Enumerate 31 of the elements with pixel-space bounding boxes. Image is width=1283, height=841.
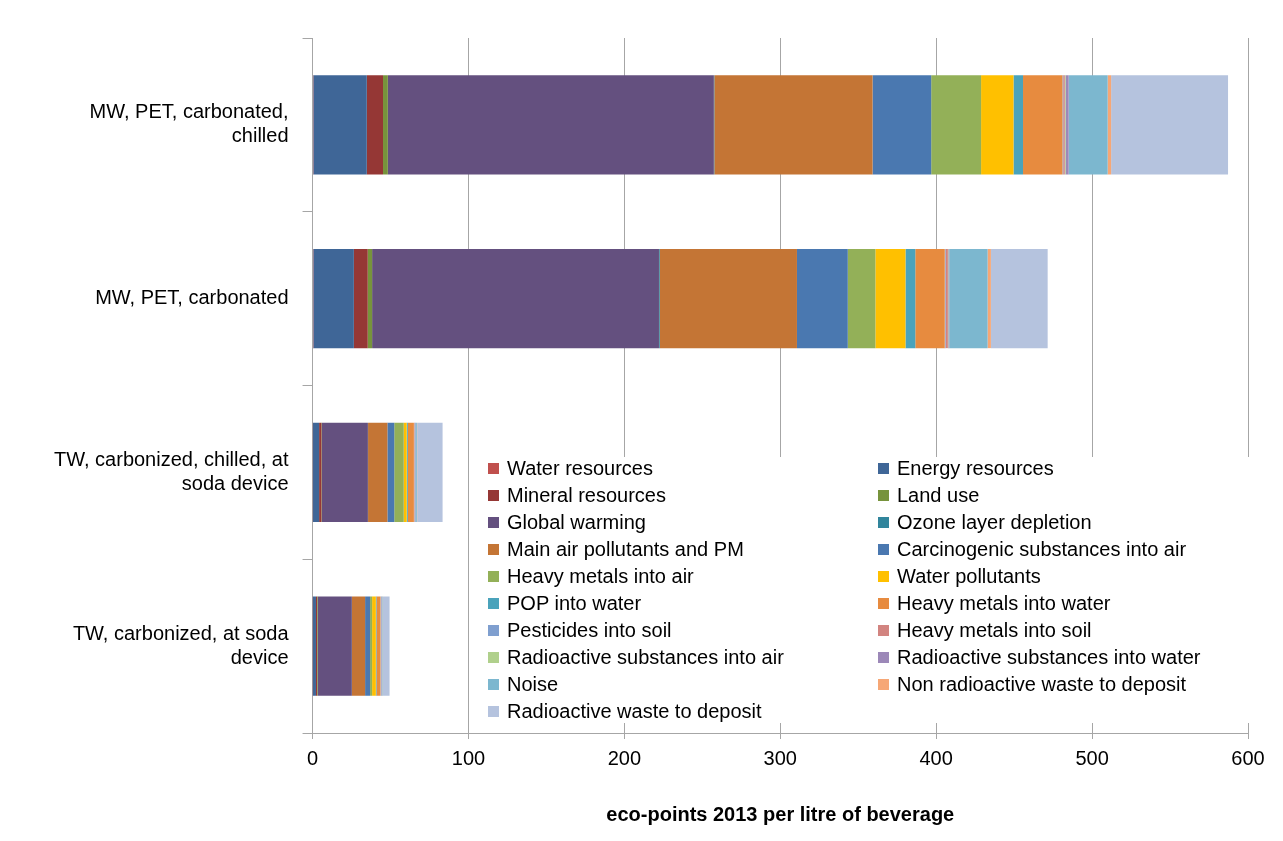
legend-label: Heavy metals into water xyxy=(897,592,1111,615)
x-tick-label: 300 xyxy=(763,746,797,769)
y-tick-label: TW, carbonized, chilled, at soda device xyxy=(53,447,289,494)
legend-label: Non radioactive waste to deposit xyxy=(897,673,1187,696)
legend-label: Radioactive substances into air xyxy=(507,646,784,669)
legend-label: Radioactive substances into water xyxy=(897,646,1201,669)
legend-label: POP into water xyxy=(507,592,642,615)
x-tick-label: 100 xyxy=(451,746,486,769)
legend-label: Noise xyxy=(507,673,559,696)
legend-label: Pesticides into soil xyxy=(507,619,672,642)
x-tick-label: 500 xyxy=(1075,746,1109,769)
y-tick-label: TW, carbonized, at soda device xyxy=(72,621,290,668)
legend-label: Carcinogenic substances into air xyxy=(897,538,1187,561)
y-tick-label: MW, PET, carbonated xyxy=(95,286,289,309)
legend-label: Global warming xyxy=(507,511,646,534)
x-axis-title: eco-points 2013 per litre of beverage xyxy=(606,802,955,825)
x-tick-label: 0 xyxy=(306,746,319,769)
legend-label: Water pollutants xyxy=(897,565,1041,588)
legend-label: Mineral resources xyxy=(507,484,666,507)
legend-label: Main air pollutants and PM xyxy=(507,538,744,561)
x-tick-label: 400 xyxy=(919,746,953,769)
y-tick-label: MW, PET, carbonated, chilled xyxy=(89,100,289,147)
legend-label: Ozone layer depletion xyxy=(897,511,1092,534)
legend-label: Land use xyxy=(897,484,980,507)
legend-label: Energy resources xyxy=(897,457,1054,480)
legend-label: Water resources xyxy=(507,457,653,480)
legend-label: Heavy metals into air xyxy=(507,565,694,588)
x-tick-label: 200 xyxy=(607,746,642,769)
x-tick-label: 600 xyxy=(1231,746,1265,769)
legend-label: Radioactive waste to deposit xyxy=(507,700,762,723)
legend-label: Heavy metals into soil xyxy=(897,619,1092,642)
